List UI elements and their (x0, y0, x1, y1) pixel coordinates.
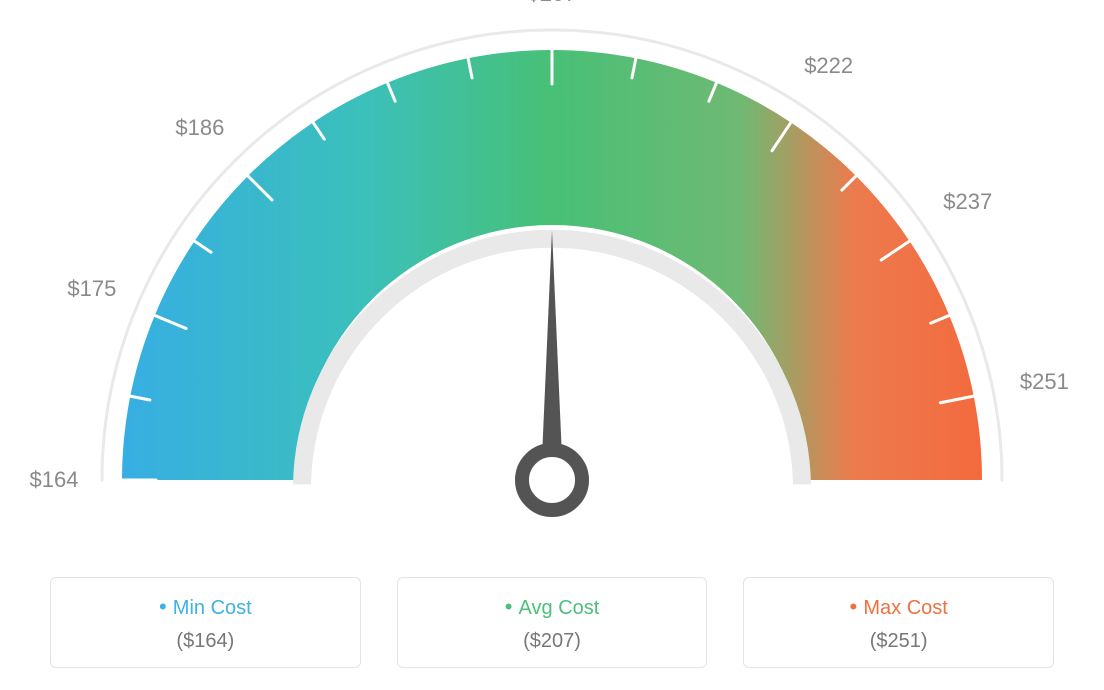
legend-value-min: ($164) (61, 630, 350, 653)
legend-title-min: Min Cost (61, 594, 350, 620)
gauge-tick-label: $207 (528, 0, 577, 7)
legend-value-max: ($251) (754, 630, 1043, 653)
gauge-chart: $164 $175 $186 $207 $222 $237 $251 (0, 0, 1104, 560)
legend-card-max: Max Cost ($251) (743, 577, 1054, 668)
legend-title-max: Max Cost (754, 594, 1043, 620)
legend-row: Min Cost ($164) Avg Cost ($207) Max Cost… (0, 577, 1104, 668)
legend-value-avg: ($207) (408, 630, 697, 653)
legend-card-avg: Avg Cost ($207) (397, 577, 708, 668)
gauge-tick-label: $164 (30, 467, 79, 493)
gauge-tick-label: $251 (1020, 369, 1069, 395)
gauge-svg (0, 0, 1104, 560)
legend-card-min: Min Cost ($164) (50, 577, 361, 668)
gauge-tick-label: $237 (943, 189, 992, 215)
gauge-tick-label: $186 (175, 115, 224, 141)
gauge-tick-label: $175 (67, 276, 116, 302)
gauge-tick-label: $222 (804, 53, 853, 79)
legend-title-avg: Avg Cost (408, 594, 697, 620)
